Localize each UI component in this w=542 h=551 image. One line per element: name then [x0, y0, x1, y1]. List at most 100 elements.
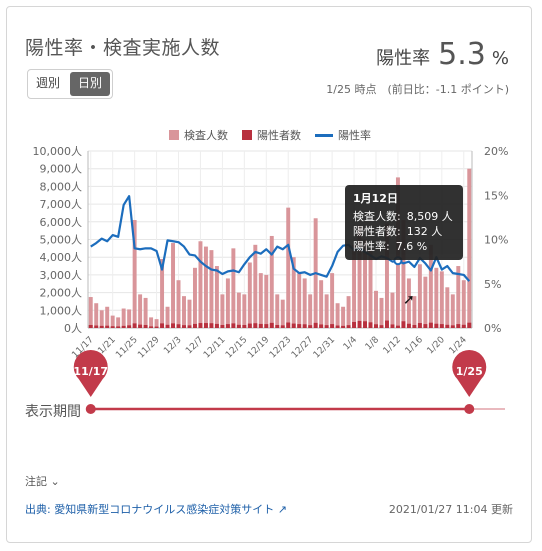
bar-positives [258, 323, 263, 328]
headline: 陽性率 5.3 % [376, 37, 509, 72]
bar-tests [374, 290, 378, 328]
bar-positives [417, 323, 422, 328]
chevron-down-icon: ⌄ [50, 475, 60, 488]
bar-tests [182, 296, 186, 328]
bar-tests [341, 306, 346, 328]
headline-unit: % [491, 48, 509, 69]
bar-positives [390, 324, 395, 328]
bar-tests [192, 267, 197, 328]
bar-positives [456, 324, 461, 328]
legend-swatch-rate [315, 133, 333, 137]
bar-tests [384, 223, 389, 328]
tab-daily[interactable]: 日別 [70, 72, 111, 96]
bar-tests [401, 220, 406, 328]
y-left-tick-label: 4,000人 [40, 251, 83, 264]
bar-tests [461, 280, 466, 328]
bar-positives [368, 322, 373, 328]
bar-positives [269, 322, 274, 328]
x-tick-label: 11/25 [114, 335, 139, 360]
bar-positives [412, 324, 417, 328]
bar-positives [461, 324, 466, 328]
y-left-tick-label: 8,000人 [40, 180, 83, 193]
bar-tests [110, 315, 115, 328]
bar-positives [467, 322, 472, 328]
bar-tests [258, 273, 263, 328]
bar-positives [286, 322, 291, 328]
legend-item-positives[interactable]: 陽性者数 [242, 127, 301, 143]
bar-tests [231, 248, 236, 328]
bar-positives [176, 324, 181, 328]
bar-positives [187, 325, 192, 328]
chart-legend: 検査人数 陽性者数 陽性率 [7, 127, 533, 143]
bar-tests [352, 244, 357, 328]
bar-tests [132, 220, 137, 328]
legend-item-tests[interactable]: 検査人数 [169, 127, 228, 143]
bar-tests [121, 308, 126, 328]
bar-positives [198, 323, 203, 328]
bar-tests [280, 299, 285, 328]
tab-weekly[interactable]: 週別 [36, 76, 61, 90]
bar-positives [379, 325, 384, 328]
bar-positives [253, 323, 258, 328]
slider-pin [452, 349, 487, 397]
bar-positives [105, 325, 110, 328]
y-left-tick-label: 5,000人 [40, 234, 83, 247]
bar-positives [99, 325, 104, 328]
y-left-tick-label: 3,000人 [40, 269, 83, 282]
bar-tests [127, 309, 132, 328]
card-title: 陽性率・検査実施人数 [25, 37, 221, 59]
bar-positives [209, 323, 214, 328]
bar-positives [280, 325, 285, 328]
slider-pin [73, 349, 108, 397]
bar-positives [203, 323, 208, 328]
x-tick-label: 12/27 [290, 335, 315, 360]
bar-positives [88, 324, 93, 328]
y-left-tick-label: 6,000人 [40, 216, 83, 229]
slider-handle-start[interactable] [85, 404, 96, 414]
bar-tests [423, 276, 428, 328]
bar-tests [88, 297, 93, 328]
bar-positives [302, 324, 307, 328]
source-link[interactable]: 出典: 愛知県新型コロナウイルス感染症対策サイト ↗ [25, 501, 287, 517]
bar-tests [225, 278, 230, 328]
x-tick-label: 11/29 [136, 335, 162, 361]
x-tick-label: 1/8 [364, 335, 382, 353]
tooltip-value: 7.6 % [395, 240, 428, 253]
bar-tests [198, 241, 203, 328]
bar-tests [253, 244, 258, 328]
legend-item-rate[interactable]: 陽性率 [315, 127, 371, 143]
bar-tests [390, 292, 395, 328]
bar-positives [324, 325, 329, 328]
bar-positives [395, 325, 400, 328]
bar-tests [428, 244, 433, 328]
bar-tests [308, 294, 313, 328]
bar-positives [171, 323, 176, 328]
bar-tests [94, 303, 99, 328]
bar-tests [445, 287, 450, 328]
x-tick-label: 12/23 [268, 335, 293, 360]
notes-toggle[interactable]: 注記 ⌄ [25, 473, 60, 489]
bar-tests [434, 267, 439, 328]
bar-positives [341, 325, 346, 328]
bar-positives [346, 325, 351, 328]
external-link-icon: ↗ [277, 503, 287, 516]
slider-pin-label: 11/17 [73, 365, 108, 378]
y-right-tick-label: 5% [484, 278, 501, 291]
bar-positives [220, 324, 225, 328]
slider-handle-end[interactable] [464, 404, 475, 414]
bar-tests [335, 303, 340, 328]
bar-positives [231, 323, 236, 328]
source-text: 出典: 愛知県新型コロナウイルス感染症対策サイト [25, 503, 275, 516]
tooltip-label: 検査人数: [353, 210, 401, 223]
bar-tests [368, 250, 373, 328]
bar-tests [116, 317, 121, 328]
bar-positives [374, 324, 378, 328]
slider-pin-label: 1/25 [456, 365, 483, 378]
tooltip-value: 132 人 [406, 225, 443, 238]
bar-tests [379, 297, 384, 328]
period-label: 表示期間 [25, 404, 81, 420]
bar-tests [297, 273, 302, 328]
bar-tests [286, 207, 291, 328]
bar-tests [209, 250, 214, 328]
bar-tests [346, 296, 351, 328]
